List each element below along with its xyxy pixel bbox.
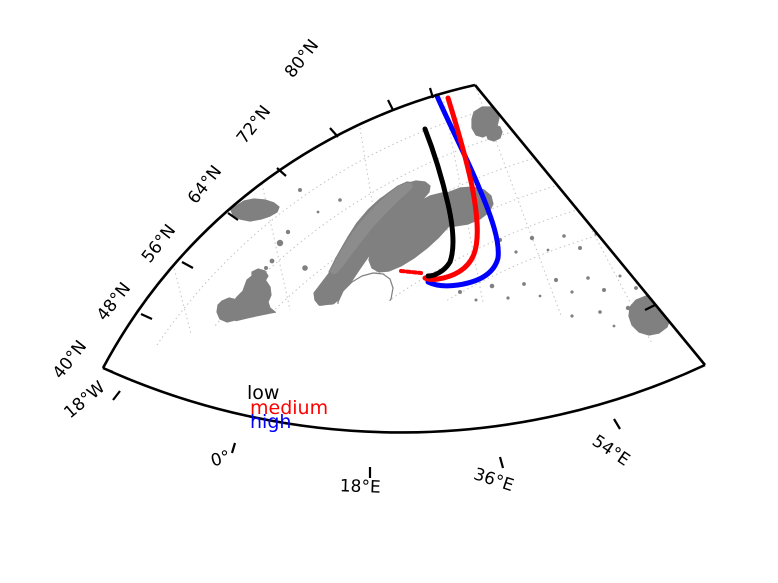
map-frame xyxy=(101,83,707,434)
lat-label-40n: 40°N xyxy=(49,337,91,383)
lon-label-54e: 54°E xyxy=(588,431,633,470)
lat-label-56n: 56°N xyxy=(138,221,180,267)
lon-label-0: 0° xyxy=(209,447,233,472)
legend-item-high: high xyxy=(250,411,291,433)
legend-item-medium: medium xyxy=(250,397,328,419)
contour-medium-fragment xyxy=(399,269,423,275)
graticule xyxy=(103,85,691,368)
lat-label-64n: 64°N xyxy=(184,162,226,208)
contour-low xyxy=(422,126,456,279)
lon-label-18w: 18°W xyxy=(60,377,109,423)
frame-ticks xyxy=(102,87,656,478)
lat-label-72n: 72°N xyxy=(233,102,275,148)
lon-label-18e: 18°E xyxy=(339,476,381,497)
lat-label-48n: 48°N xyxy=(93,279,135,325)
lat-label-80n: 80°N xyxy=(281,36,323,82)
legend-item-low: low xyxy=(247,382,279,404)
contour-curves xyxy=(399,93,501,289)
contour-medium xyxy=(422,95,480,282)
legend: low medium high xyxy=(247,382,328,433)
lon-label-36e: 36°E xyxy=(471,464,516,496)
